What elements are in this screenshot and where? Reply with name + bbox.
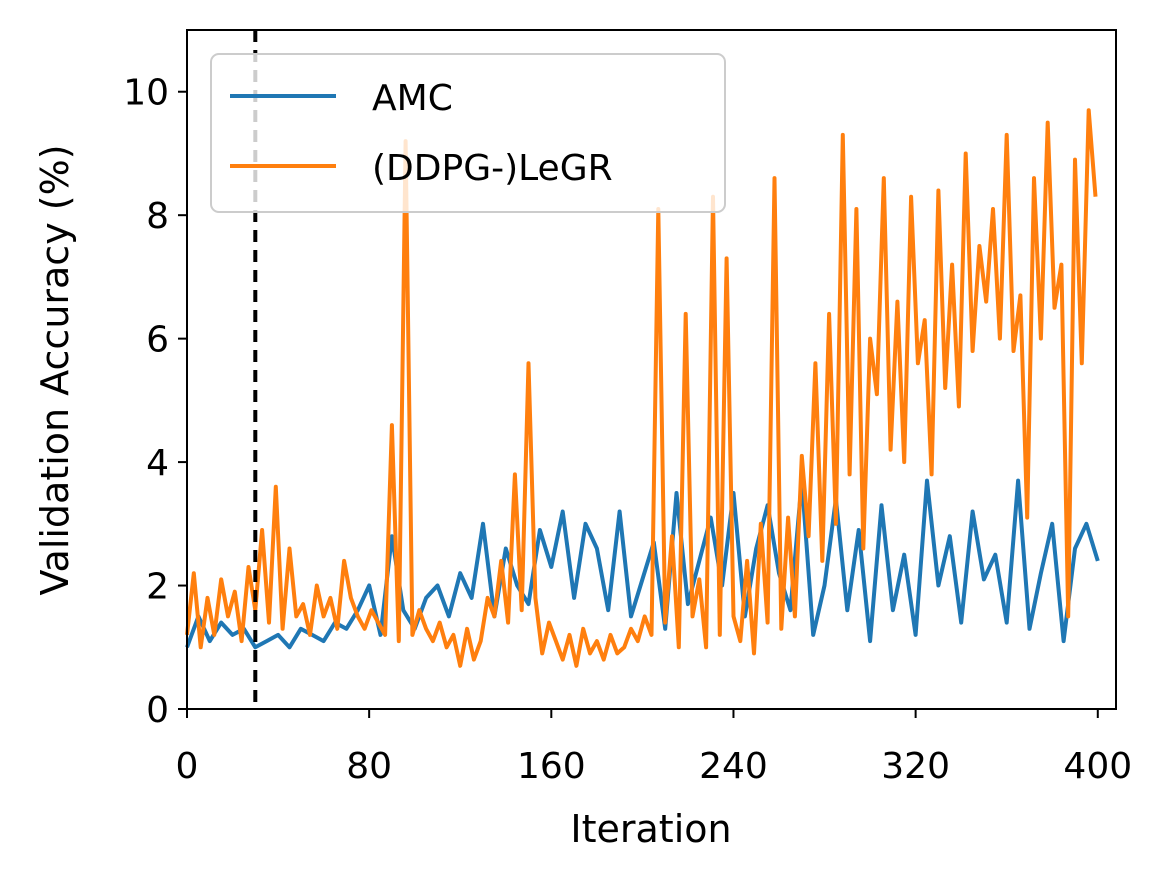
- x-tick-label: 160: [517, 746, 586, 787]
- legend-box: [210, 53, 726, 213]
- legend-label-amc: AMC: [372, 78, 453, 119]
- tick-layer: 0 80 160 240 320 400 0 2 4 6 8 10: [123, 73, 1132, 787]
- x-axis-label: Iteration: [570, 807, 731, 851]
- series-layer: [185, 108, 1100, 668]
- y-axis-label: Validation Accuracy (%): [33, 144, 77, 595]
- x-tick-label: 400: [1063, 746, 1132, 787]
- x-tick-label: 240: [699, 746, 768, 787]
- plot-frame: [186, 29, 1117, 710]
- y-tick-label: 10: [123, 73, 169, 114]
- legend: AMC (DDPG-)LeGR: [210, 53, 726, 213]
- y-tick-label: 8: [146, 196, 169, 237]
- y-tick-label: 0: [146, 690, 169, 731]
- x-tick-label: 80: [346, 746, 392, 787]
- legend-label-ddpg-legr: (DDPG-)LeGR: [372, 148, 613, 189]
- y-tick-label: 6: [146, 320, 169, 361]
- y-tick-label: 2: [146, 567, 169, 608]
- x-tick-label: 320: [881, 746, 950, 787]
- x-tick-label: 0: [176, 746, 199, 787]
- series-line-ddpg-legr: [185, 108, 1098, 668]
- y-tick-label: 4: [146, 443, 169, 484]
